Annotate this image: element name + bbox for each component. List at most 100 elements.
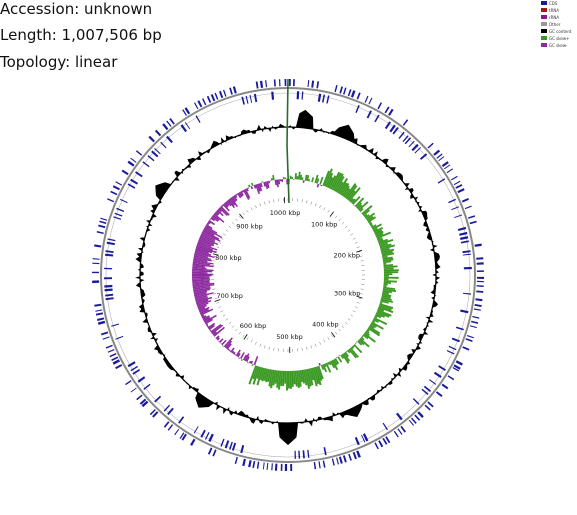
gc-skew-segment xyxy=(240,352,245,359)
kbp-tick xyxy=(331,332,336,338)
gc-skew-segment xyxy=(352,345,355,348)
gc-skew-segment xyxy=(286,371,288,391)
cds-feature xyxy=(396,412,403,421)
gc-skew-segment xyxy=(247,187,250,189)
gc-skew-segment xyxy=(207,322,216,329)
gc-skew-segment xyxy=(354,197,365,208)
gc-skew-segment xyxy=(261,181,264,183)
gc-skew-segment xyxy=(194,295,208,300)
gc-skew-segment xyxy=(218,207,228,216)
legend: CDS tRNA rRNA Other GC content GC skew+ … xyxy=(541,0,577,49)
gc-skew-segment xyxy=(368,221,372,225)
origin-marker xyxy=(286,78,290,204)
gc-skew-segment xyxy=(205,224,213,230)
cds-feature xyxy=(459,231,468,236)
gc-skew-segment xyxy=(256,366,262,379)
gc-skew-segment xyxy=(343,352,351,362)
gc-skew-segment xyxy=(192,271,208,274)
gc-skew-segment xyxy=(296,370,300,388)
minor-tick xyxy=(246,337,249,341)
cds-feature xyxy=(455,184,463,189)
gc-skew-segment xyxy=(327,362,330,365)
gc-skew-segment xyxy=(331,172,342,191)
gc-skew-segment xyxy=(227,199,235,209)
gc-skew-segment xyxy=(322,364,327,373)
gc-skew-segment xyxy=(289,370,292,389)
cds-feature xyxy=(112,185,120,191)
cds-feature xyxy=(105,344,113,349)
cds-feature xyxy=(423,385,432,392)
gc-skew-segment xyxy=(366,215,374,222)
gc-skew-segment xyxy=(197,242,218,251)
cds-feature xyxy=(169,118,175,125)
gc-skew-segment xyxy=(196,299,209,305)
gc-skew-segment xyxy=(374,229,383,235)
gc-skew-segment xyxy=(217,208,222,213)
gc-skew-segment xyxy=(197,302,209,308)
gc-skew-segment xyxy=(245,356,250,362)
gc-skew-segment xyxy=(377,237,383,241)
cds-feature xyxy=(284,464,288,471)
gc-skew-segment xyxy=(334,358,340,365)
gc-skew-segment xyxy=(197,240,212,247)
gc-skew-segment xyxy=(288,371,290,389)
gc-skew-segment xyxy=(209,329,212,332)
minor-tick xyxy=(331,212,334,216)
cds-feature xyxy=(115,181,122,186)
legend-label-other: Other xyxy=(549,22,561,27)
cds-feature xyxy=(411,143,419,152)
cds-feature xyxy=(469,220,477,225)
gc-skew-segment xyxy=(325,362,332,373)
gc-skew-segment xyxy=(263,181,266,187)
cds-feature xyxy=(293,79,295,87)
cds-feature xyxy=(130,365,138,372)
cds-feature xyxy=(151,150,159,158)
gc-skew-segment xyxy=(357,204,363,210)
cds-feature xyxy=(402,119,409,126)
cds-feature xyxy=(366,110,372,119)
cds-feature xyxy=(384,121,391,130)
gc-skew-segment xyxy=(212,331,217,336)
gc-skew-segment xyxy=(221,204,224,207)
gc-skew-segment xyxy=(364,214,370,219)
gc-skew-segment xyxy=(372,227,378,232)
cds-feature xyxy=(457,226,467,231)
gc-skew-segment xyxy=(192,282,215,287)
minor-tick xyxy=(218,242,222,244)
cds-feature xyxy=(385,436,391,444)
gc-skew-segment xyxy=(353,344,363,354)
minor-tick xyxy=(242,212,245,216)
gc-skew-segment xyxy=(352,196,361,205)
cds-feature xyxy=(460,309,469,314)
gc-skew-segment xyxy=(242,189,250,200)
cds-feature xyxy=(429,379,437,385)
cds-feature xyxy=(284,79,287,86)
cds-feature xyxy=(214,92,219,100)
gc-skew-segment xyxy=(296,176,299,180)
gc-skew-segment xyxy=(369,324,375,329)
kbp-tick-label: 900 kbp xyxy=(236,222,263,230)
gc-skew-segment xyxy=(231,196,237,203)
cds-feature xyxy=(256,461,260,469)
cds-feature xyxy=(148,135,155,143)
gc-skew-segment xyxy=(218,338,224,343)
cds-feature xyxy=(249,94,253,103)
gc-skew-segment xyxy=(207,221,211,225)
gc-skew-segment xyxy=(210,217,215,222)
gc-skew-segment xyxy=(375,230,384,236)
cds-feature xyxy=(452,367,460,372)
cds-feature xyxy=(448,198,456,204)
gc-skew-segment xyxy=(330,360,336,369)
gc-skew-segment xyxy=(211,215,219,222)
cds-feature xyxy=(194,102,199,110)
minor-tick xyxy=(352,310,356,313)
gc-skew-segment xyxy=(384,275,389,277)
cds-feature xyxy=(334,85,338,93)
gc-skew-segment xyxy=(360,211,362,214)
cds-feature xyxy=(142,161,150,168)
cds-feature xyxy=(154,395,162,403)
gc-skew-segment xyxy=(362,334,369,340)
minor-tick xyxy=(214,251,218,253)
gc-skew-segment xyxy=(244,188,251,199)
cds-feature xyxy=(229,87,233,95)
